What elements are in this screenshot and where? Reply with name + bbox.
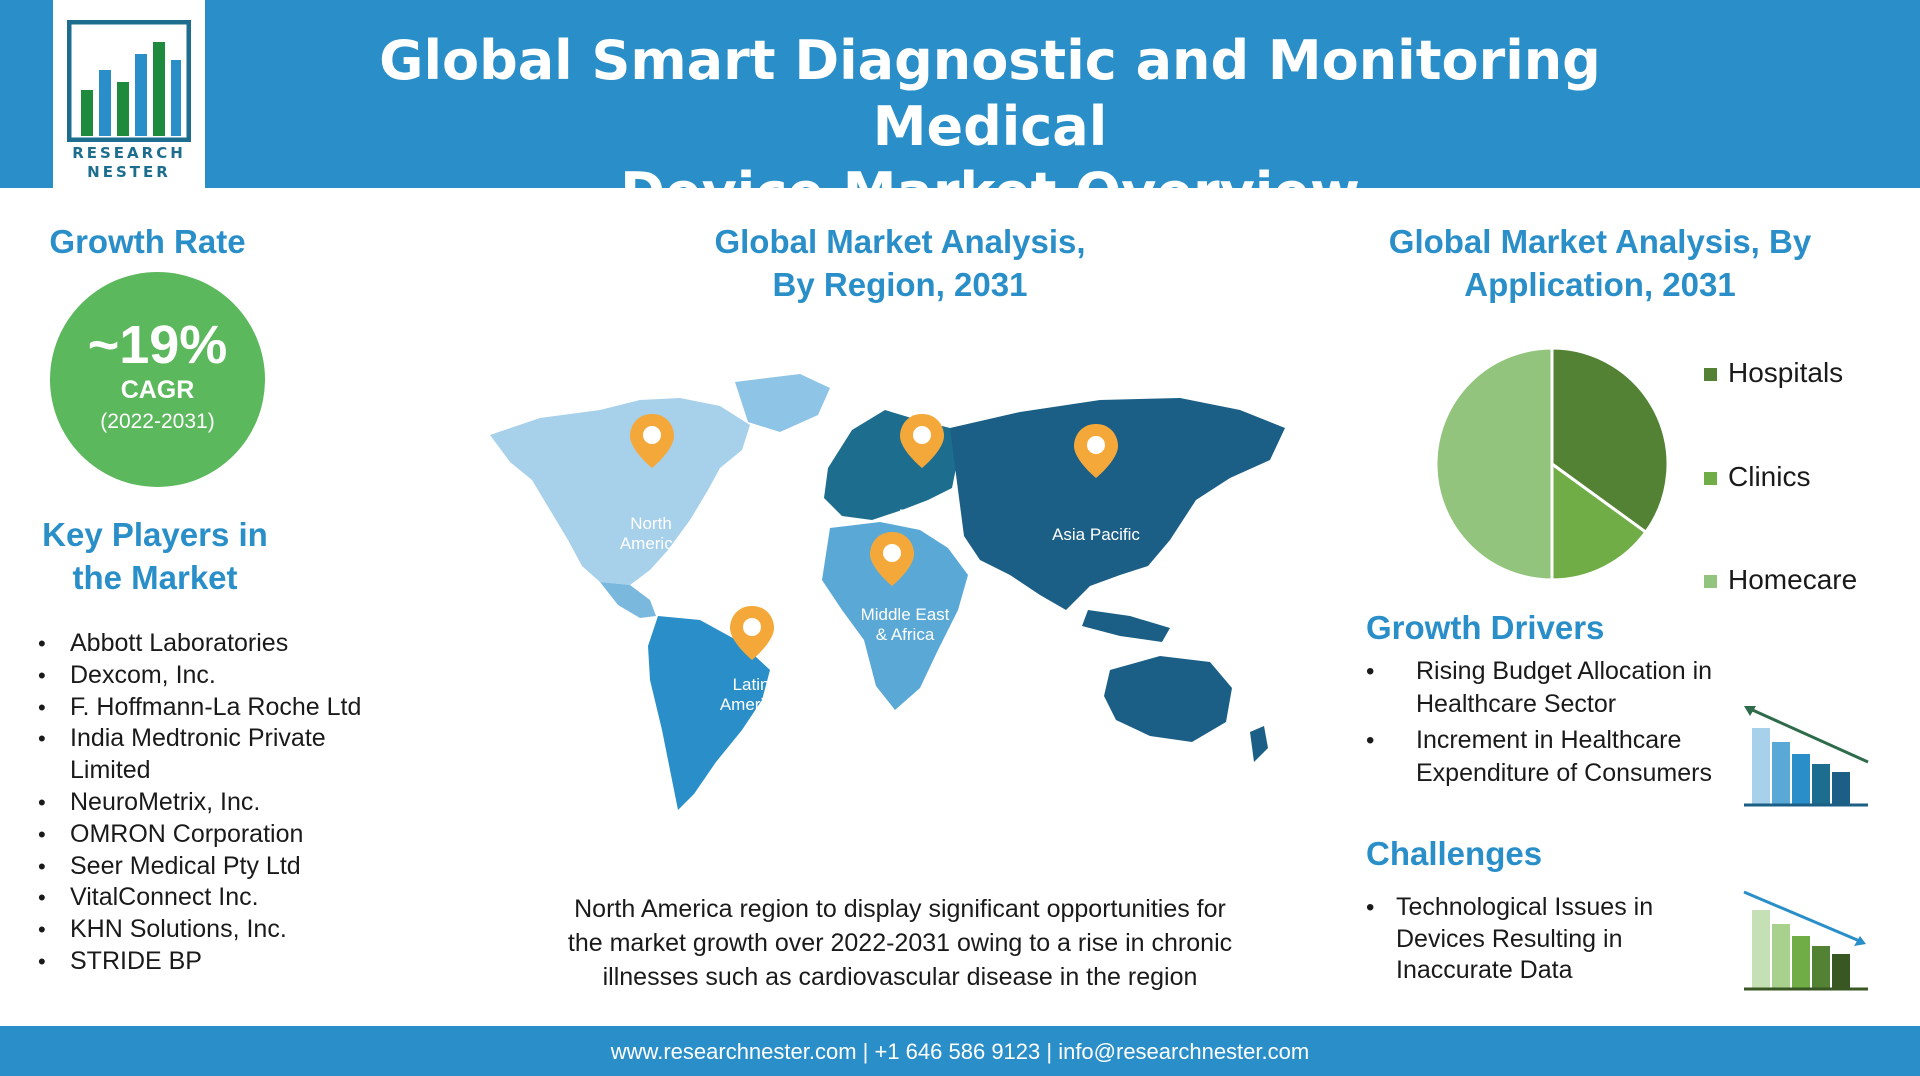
region-analysis-heading: Global Market Analysis, By Region, 2031 <box>660 220 1140 306</box>
region-caption-line2: the market growth over 2022-2031 owing t… <box>567 929 1233 957</box>
legend-swatch <box>1704 368 1717 381</box>
key-players-heading-line2: the Market <box>72 559 238 596</box>
north-america-region <box>490 398 750 585</box>
pie-slice-homecare <box>1434 346 1554 582</box>
key-players-heading-line1: Key Players in <box>42 516 268 553</box>
challenges-heading: Challenges <box>1366 835 1543 872</box>
pie-slice-clinics <box>1550 461 1648 582</box>
list-item: VitalConnect Inc. <box>38 882 398 914</box>
key-players-list: Abbott Laboratories Dexcom, Inc. F. Hoff… <box>38 628 398 978</box>
southeast-asia-islands <box>1082 610 1170 642</box>
key-players-heading: Key Players in the Market <box>20 513 290 599</box>
africa-region <box>822 522 968 710</box>
australia-region <box>1104 656 1232 742</box>
north-america-pin-icon <box>630 414 674 468</box>
page-title: Global Smart Diagnostic and Monitoring M… <box>300 28 1680 226</box>
region-label-latin-america: Latin America <box>719 675 783 714</box>
latin-america-pin-icon <box>730 606 774 660</box>
footer-contact-bar: www.researchnester.com | +1 646 586 9123… <box>0 1026 1920 1076</box>
list-item: Dexcom, Inc. <box>38 660 398 692</box>
footer-contact-text: www.researchnester.com | +1 646 586 9123… <box>610 1039 1310 1064</box>
central-america-region <box>600 582 656 618</box>
region-analysis-heading-line1: Global Market Analysis, <box>714 223 1086 260</box>
header-banner: RESEARCH NESTER Global Smart Diagnostic … <box>0 0 1920 224</box>
research-nester-logo: RESEARCH NESTER <box>53 0 205 188</box>
list-item: Increment in Healthcare Expenditure of C… <box>1366 724 1736 790</box>
challenges-bar-icon <box>1743 890 1868 991</box>
growth-drivers-heading: Growth Drivers <box>1366 609 1605 646</box>
list-item: F. Hoffmann-La Roche Ltd <box>38 692 398 724</box>
region-caption-line3: illnesses such as cardiovascular disease… <box>602 963 1198 991</box>
legend-swatch <box>1704 472 1717 485</box>
growth-drivers-bar-icon <box>1744 706 1869 807</box>
cagr-period: (2022-2031) <box>100 410 215 433</box>
application-analysis-heading-line1: Global Market Analysis, By <box>1388 223 1812 260</box>
cagr-value: ~19% <box>87 315 228 375</box>
cagr-badge: ~19% CAGR (2022-2031) <box>50 272 265 487</box>
region-caption-line1: North America region to display signific… <box>574 895 1226 923</box>
page-title-line1: Global Smart Diagnostic and Monitoring M… <box>379 29 1601 158</box>
cagr-label: CAGR <box>120 376 195 404</box>
growth-drivers-list: Rising Budget Allocation in Healthcare S… <box>1366 655 1736 793</box>
list-item: Seer Medical Pty Ltd <box>38 851 398 883</box>
logo-text-nester: NESTER <box>87 163 171 181</box>
world-map <box>490 374 1285 810</box>
new-zealand-region <box>1250 726 1268 762</box>
region-label-north-america: North America <box>619 514 683 553</box>
pie-slice-hospitals <box>1550 346 1670 535</box>
asia-pacific-pin-icon <box>1074 424 1118 478</box>
list-item: Abbott Laboratories <box>38 628 398 660</box>
growth-rate-heading: Growth Rate <box>49 223 246 260</box>
list-item: KHN Solutions, Inc. <box>38 914 398 946</box>
list-item: Rising Budget Allocation in Healthcare S… <box>1366 655 1736 721</box>
region-label-asia-pacific: Asia Pacific <box>1052 525 1140 544</box>
list-item: STRIDE BP <box>38 946 398 978</box>
list-item: India Medtronic Private Limited <box>38 723 398 787</box>
south-america-region <box>648 616 770 810</box>
application-analysis-heading-line2: Application, 2031 <box>1464 266 1736 303</box>
application-analysis-heading: Global Market Analysis, By Application, … <box>1370 220 1830 306</box>
application-pie-chart <box>1434 346 1670 582</box>
greenland-region <box>735 374 830 432</box>
challenges-list: Technological Issues in Devices Resultin… <box>1366 892 1686 987</box>
region-label-middle-east-africa: Middle East & Africa <box>860 605 950 644</box>
bar-chart-logo-icon <box>67 20 191 142</box>
asia-region <box>950 398 1285 610</box>
region-analysis-heading-line2: By Region, 2031 <box>772 266 1028 303</box>
list-item: NeuroMetrix, Inc. <box>38 787 398 819</box>
page-title-line2: Device Market Overview <box>620 161 1360 224</box>
list-item: Technological Issues in Devices Resultin… <box>1366 892 1686 987</box>
region-caption: North America region to display signific… <box>520 892 1280 994</box>
logo-text-research: RESEARCH <box>72 144 186 162</box>
middle-east-africa-pin-icon <box>870 532 914 586</box>
europe-pin-icon <box>900 414 944 468</box>
region-label-europe: Europe <box>898 506 954 525</box>
list-item: OMRON Corporation <box>38 819 398 851</box>
legend-swatch <box>1704 575 1717 588</box>
